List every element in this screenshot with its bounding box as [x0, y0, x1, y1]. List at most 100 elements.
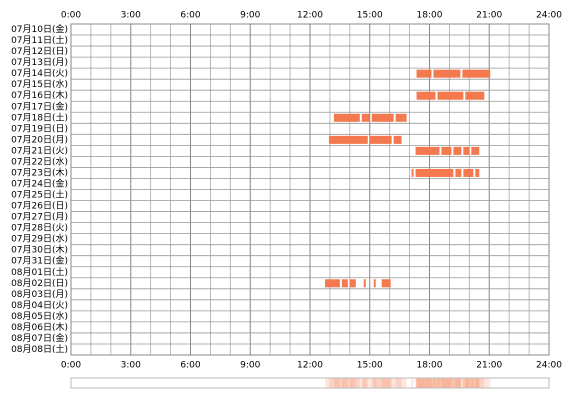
row-label: 07月22日(水): [11, 155, 68, 167]
row-label: 07月26日(日): [11, 201, 68, 212]
summary-strip: [70, 377, 550, 389]
activity-bar: [463, 146, 470, 155]
row-label: 08月06日(木): [11, 321, 68, 333]
row-label: 07月27日(月): [11, 212, 68, 223]
row-label: 08月07日(金): [11, 332, 68, 344]
x-tick-label-bottom: 6:00: [180, 361, 200, 371]
activity-bar: [455, 168, 462, 177]
activity-bar: [361, 113, 370, 122]
row-label: 07月14日(火): [11, 68, 68, 79]
row-label: 07月10日(金): [11, 23, 68, 35]
activity-bar: [411, 168, 414, 177]
summary-band: [349, 378, 356, 388]
x-tick-label-top: 24:00: [536, 11, 562, 21]
activity-bar: [437, 91, 464, 100]
activity-bar: [324, 279, 340, 288]
x-tick-label-bottom: 12:00: [297, 361, 323, 371]
summary-band: [393, 378, 402, 388]
summary-band: [328, 378, 368, 388]
activity-bar: [393, 135, 402, 144]
activity-bar: [395, 113, 407, 122]
activity-bar: [363, 279, 366, 288]
summary-band: [371, 378, 394, 388]
summary-band: [333, 378, 360, 388]
summary-band: [411, 378, 414, 388]
summary-band: [416, 378, 432, 388]
activity-bar: [465, 91, 485, 100]
summary-band: [381, 378, 391, 388]
row-label: 07月31日(金): [11, 255, 68, 267]
summary-band: [462, 378, 491, 388]
summary-band: [415, 378, 454, 388]
x-tick-label-bottom: 24:00: [536, 361, 562, 371]
activity-bar: [475, 168, 480, 177]
summary-band: [465, 378, 485, 388]
activity-bar: [349, 279, 356, 288]
summary-band: [471, 378, 480, 388]
summary-band: [416, 378, 436, 388]
row-label: 07月30日(木): [11, 244, 68, 256]
summary-band: [441, 378, 452, 388]
summary-band: [369, 378, 392, 388]
summary-band: [453, 378, 462, 388]
summary-band: [455, 378, 462, 388]
x-tick-label-top: 3:00: [121, 11, 141, 21]
row-label: 07月15日(水): [11, 78, 68, 90]
x-tick-label-bottom: 15:00: [357, 361, 383, 371]
activity-bar: [381, 279, 391, 288]
row-label: 07月23日(木): [11, 166, 68, 178]
activity-bar: [415, 146, 440, 155]
x-tick-label-bottom: 18:00: [417, 361, 443, 371]
x-tick-label-top: 6:00: [180, 11, 200, 21]
row-label: 07月18日(土): [11, 111, 68, 123]
row-label: 07月29日(水): [11, 233, 68, 245]
activity-bar: [471, 146, 480, 155]
x-tick-label-bottom: 21:00: [476, 361, 502, 371]
summary-band: [341, 378, 348, 388]
x-tick-label-top: 15:00: [357, 11, 383, 21]
row-label: 08月04日(火): [11, 300, 68, 311]
activity-bar: [416, 69, 432, 78]
activity-bar: [341, 279, 348, 288]
summary-band: [361, 378, 370, 388]
row-label: 08月05日(水): [11, 310, 68, 322]
activity-bar: [433, 69, 461, 78]
activity-bar: [462, 69, 491, 78]
row-label: 07月12日(日): [11, 46, 68, 57]
summary-band: [433, 378, 461, 388]
activity-bar: [333, 113, 360, 122]
activity-bar: [453, 146, 462, 155]
summary-band: [463, 378, 474, 388]
activity-bar: [373, 279, 376, 288]
summary-band: [463, 378, 470, 388]
activity-bar: [328, 135, 368, 144]
summary-band: [363, 378, 366, 388]
x-tick-label-bottom: 0:00: [61, 361, 81, 371]
activity-bar: [463, 168, 474, 177]
x-tick-label-bottom: 3:00: [121, 361, 141, 371]
x-tick-label-top: 12:00: [297, 11, 323, 21]
row-label: 07月13日(月): [11, 57, 68, 68]
row-label: 07月16日(木): [11, 89, 68, 101]
row-label: 07月19日(日): [11, 123, 68, 134]
activity-bar: [415, 168, 454, 177]
row-label: 08月02日(日): [11, 278, 68, 289]
row-label: 07月21日(火): [11, 145, 68, 156]
activity-bar: [369, 135, 392, 144]
row-label: 07月17日(金): [11, 100, 68, 112]
x-tick-label-top: 21:00: [476, 11, 502, 21]
summary-band: [395, 378, 407, 388]
summary-band: [373, 378, 376, 388]
row-label: 07月28日(火): [11, 223, 68, 234]
activity-bar: [416, 91, 436, 100]
row-label: 08月03日(月): [11, 289, 68, 300]
summary-band: [324, 378, 340, 388]
row-label: 08月08日(土): [11, 343, 68, 355]
summary-band: [475, 378, 480, 388]
row-label: 08月01日(土): [11, 266, 68, 278]
x-tick-label-top: 9:00: [240, 11, 260, 21]
row-label: 07月11日(土): [11, 34, 68, 46]
row-label: 07月25日(土): [11, 189, 68, 201]
activity-bar: [371, 113, 394, 122]
